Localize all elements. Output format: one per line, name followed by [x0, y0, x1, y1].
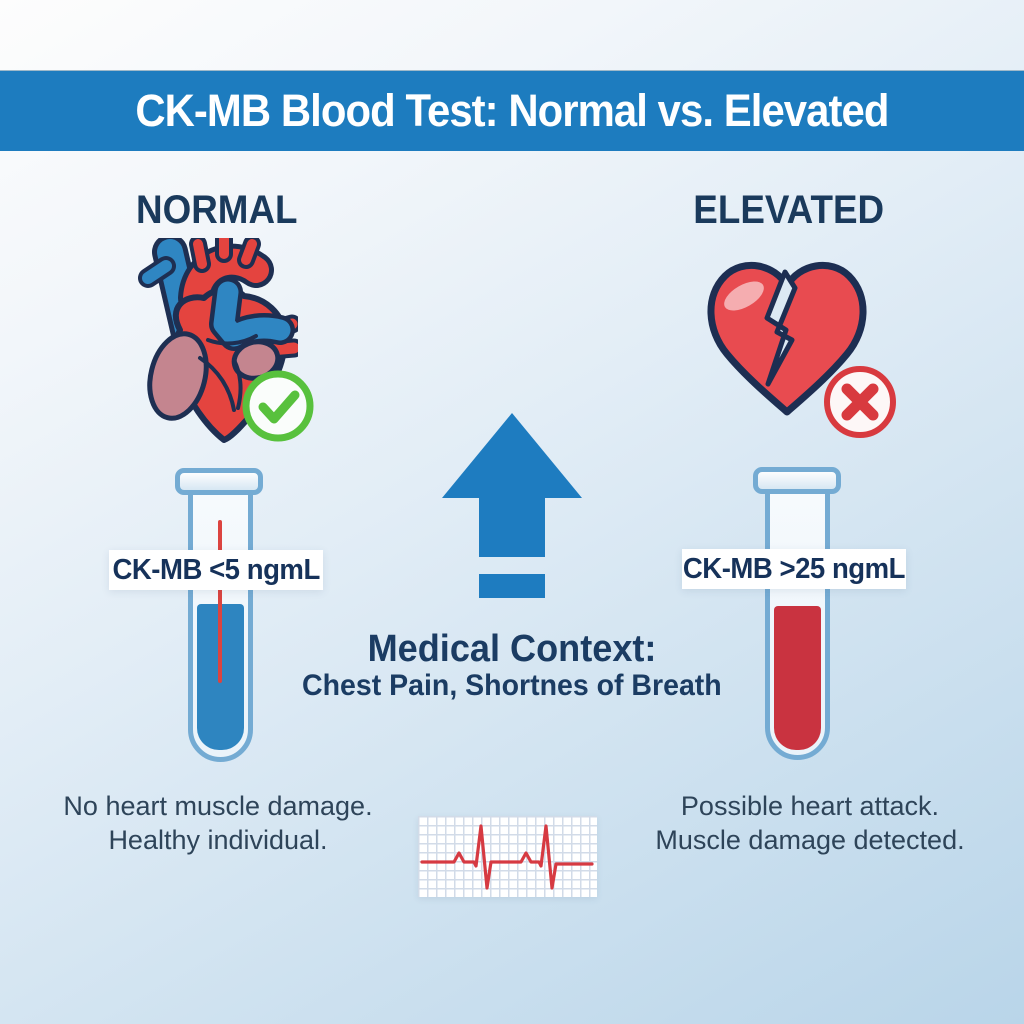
page-title: CK-MB Blood Test: Normal vs. Elevated: [135, 85, 889, 136]
tube-cap-normal: [175, 468, 263, 495]
elevated-caption-line2: Muscle damage detected.: [655, 825, 965, 855]
normal-caption-line2: Healthy individual.: [108, 825, 328, 855]
normal-heading-label: NORMAL: [136, 188, 298, 232]
context-title: Medical Context:: [312, 628, 712, 671]
normal-heading: NORMAL: [67, 188, 367, 233]
elevated-caption-line1: Possible heart attack.: [680, 791, 940, 821]
title-banner: CK-MB Blood Test: Normal vs. Elevated: [0, 70, 1024, 151]
context-subtitle-text: Chest Pain, Shortnes of Breath: [302, 669, 722, 702]
normal-caption-line1: No heart muscle damage.: [63, 791, 373, 821]
normal-value-text: CK-MB <5 ngmL: [112, 553, 320, 586]
elevated-heading-label: ELEVATED: [693, 188, 885, 232]
tube-indicator-line: [218, 520, 222, 683]
elevated-value-text: CK-MB >25 ngmL: [682, 552, 906, 585]
up-arrow-icon: [442, 413, 582, 599]
tube-liquid-elevated: [774, 606, 821, 750]
x-circle-icon: [823, 365, 897, 439]
normal-value-label: CK-MB <5 ngmL: [109, 550, 323, 590]
ecg-trace-icon: [418, 816, 597, 897]
elevated-value-label: CK-MB >25 ngmL: [682, 549, 906, 589]
normal-caption: No heart muscle damage. Healthy individu…: [28, 789, 408, 857]
check-circle-icon: [241, 369, 315, 443]
elevated-heading: ELEVATED: [639, 188, 939, 233]
broken-heart-icon: [698, 252, 876, 424]
elevated-caption: Possible heart attack. Muscle damage det…: [620, 789, 1000, 857]
tube-cap-elevated: [753, 467, 841, 494]
context-subtitle: Chest Pain, Shortnes of Breath: [237, 669, 787, 703]
context-title-text: Medical Context:: [367, 628, 657, 670]
